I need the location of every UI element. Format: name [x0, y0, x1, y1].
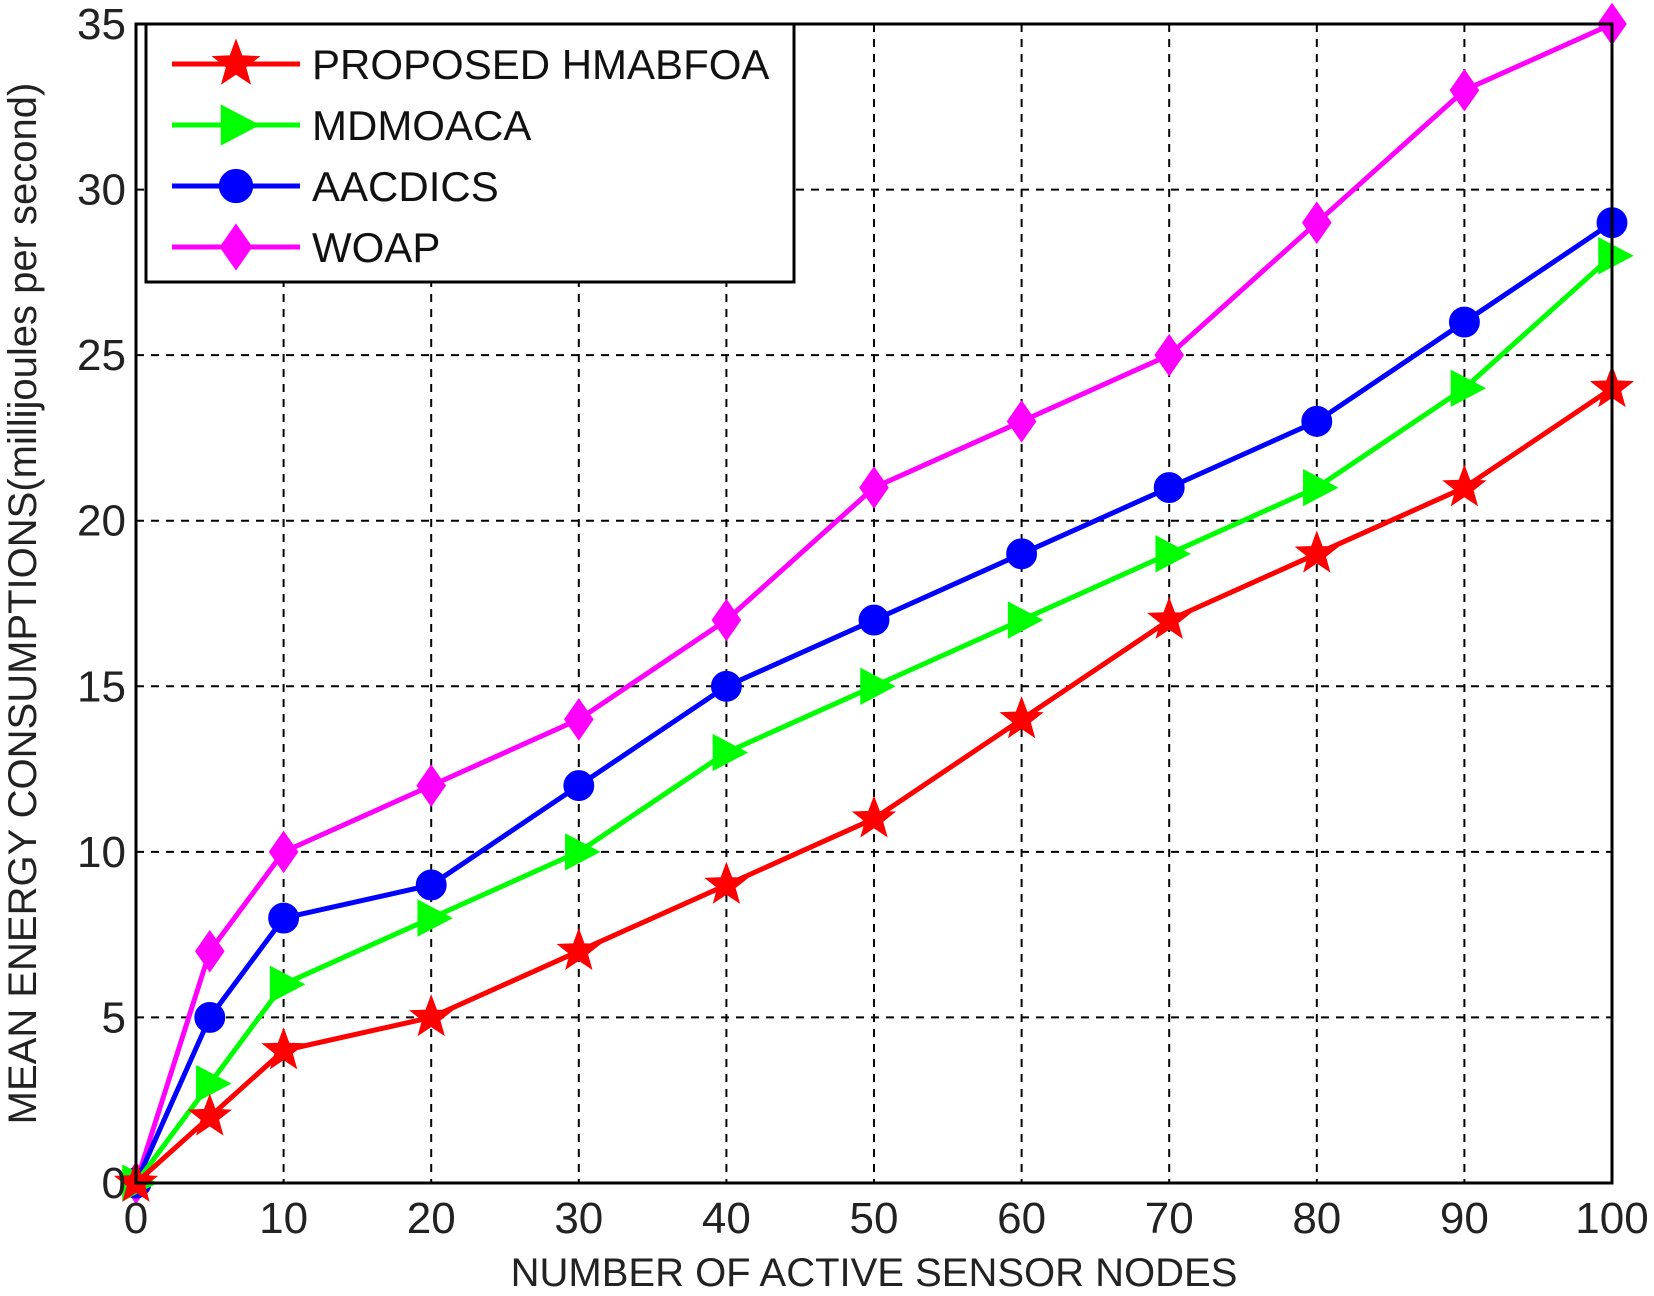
triangle-marker: [269, 965, 306, 1003]
x-tick-label: 10: [259, 1194, 308, 1243]
circle-marker: [268, 902, 300, 934]
y-tick-label: 20: [77, 497, 126, 546]
triangle-marker: [1007, 601, 1044, 639]
legend-item-aacdics: AACDICS: [172, 163, 499, 210]
diamond-marker: [219, 223, 253, 271]
star-marker: [1147, 596, 1192, 639]
diamond-marker: [1301, 201, 1332, 244]
star-marker: [211, 38, 261, 85]
star-marker: [1442, 464, 1487, 507]
x-tick-label: 90: [1440, 1194, 1489, 1243]
x-tick-label: 30: [554, 1194, 603, 1243]
series-mdmoaca: [122, 237, 1634, 1202]
triangle-marker: [712, 733, 749, 772]
legend-item-woap: WOAP: [172, 223, 440, 271]
y-tick-label: 15: [77, 662, 126, 711]
legend-label: PROPOSED HMABFOA: [312, 41, 769, 88]
legend-box: [144, 22, 796, 284]
star-marker: [409, 994, 454, 1037]
triangle-marker: [1450, 369, 1487, 407]
series-proposed-hmabfoa: [113, 365, 1635, 1202]
legend-label: MDMOACA: [312, 102, 531, 149]
legend-label: AACDICS: [312, 163, 499, 210]
circle-marker: [415, 869, 447, 901]
circle-marker: [1006, 538, 1038, 570]
star-marker: [704, 861, 749, 904]
x-tick-label: 20: [407, 1194, 456, 1243]
diamond-marker: [268, 830, 299, 874]
diamond-marker: [416, 764, 447, 807]
y-tick-label: 10: [77, 828, 126, 877]
y-tick-label: 35: [77, 0, 126, 49]
plot-frame: [134, 22, 1614, 1185]
legend: PROPOSED HMABFOA MDMOACA AACDICS WOAP: [144, 22, 796, 284]
triangle-marker: [196, 1065, 232, 1103]
triangle-marker: [1598, 237, 1634, 275]
circle-marker: [1301, 405, 1333, 437]
star-marker: [187, 1093, 232, 1136]
x-tick-label: 40: [702, 1194, 751, 1243]
diamond-marker: [563, 698, 594, 741]
circle-marker: [710, 670, 742, 702]
y-tick-label: 25: [77, 331, 126, 380]
legend-item-proposed-hmabfoa: PROPOSED HMABFOA: [172, 38, 769, 88]
x-axis-label: NUMBER OF ACTIVE SENSOR NODES: [511, 1251, 1238, 1295]
diamond-marker: [1449, 68, 1480, 112]
triangle-marker: [220, 104, 260, 146]
x-tick-label: 70: [1145, 1194, 1194, 1243]
star-marker: [1294, 530, 1339, 573]
star-marker: [999, 696, 1044, 739]
diamond-marker: [711, 598, 742, 642]
circle-marker: [218, 168, 254, 204]
legend-item-mdmoaca: MDMOACA: [172, 102, 531, 149]
triangle-marker: [1303, 468, 1339, 507]
series-line-woap: [133, 21, 1614, 1184]
circle-marker: [1153, 472, 1185, 504]
triangle-marker: [417, 899, 453, 937]
circle-marker: [563, 770, 595, 802]
series-line-aacdics: [133, 220, 1614, 1185]
legend-label: WOAP: [312, 224, 440, 271]
circle-marker: [1448, 306, 1480, 338]
y-tick-label: 30: [77, 166, 126, 215]
triangle-marker: [1155, 535, 1191, 573]
star-marker: [261, 1027, 306, 1070]
diamond-marker: [194, 929, 225, 973]
triangle-marker: [860, 667, 896, 705]
star-marker: [851, 795, 897, 838]
tick-labels: 0 10 20 30 40 50 60 70 80 90 100 0 5 10 15 20 25 30 35: [77, 0, 1649, 1243]
series-lines: [113, 2, 1635, 1205]
x-tick-label: 100: [1575, 1194, 1648, 1243]
diamond-marker: [859, 466, 889, 509]
y-tick-label: 5: [102, 993, 126, 1042]
y-axis-label: MEAN ENERGY CONSUMPTIONS(millijoules per…: [1, 83, 45, 1125]
x-tick-label: 60: [997, 1194, 1046, 1243]
series-line-proposed-hmabfoa: [134, 386, 1614, 1185]
x-tick-label: 80: [1292, 1194, 1341, 1243]
x-tick-label: 0: [124, 1194, 148, 1243]
diamond-marker: [1006, 400, 1037, 443]
circle-marker: [194, 1001, 226, 1033]
x-tick-label: 50: [850, 1194, 899, 1243]
triangle-marker: [565, 833, 601, 871]
circle-marker: [858, 604, 890, 636]
star-marker: [556, 927, 601, 971]
y-tick-label: 0: [102, 1159, 126, 1208]
diamond-marker: [1154, 333, 1185, 377]
